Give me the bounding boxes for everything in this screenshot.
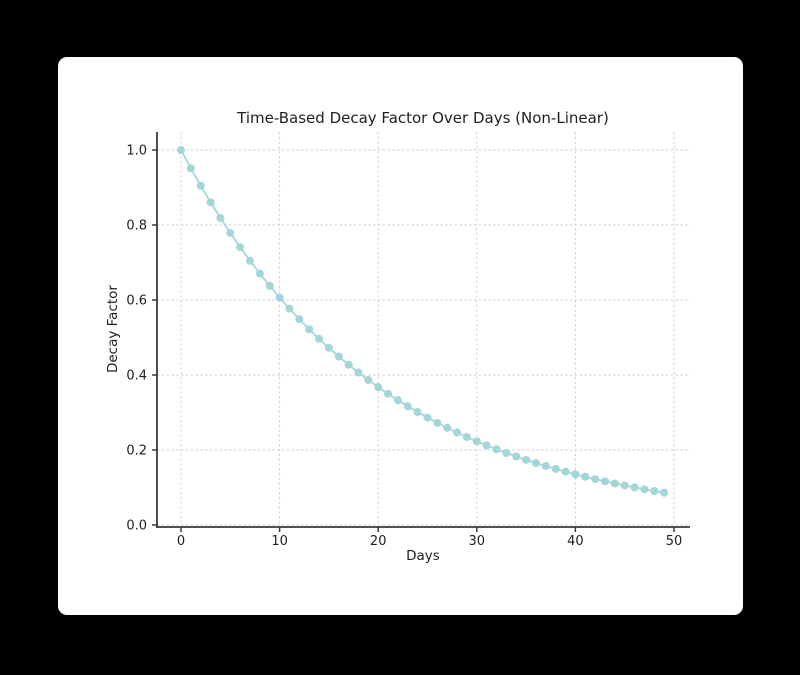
data-point bbox=[512, 452, 521, 461]
data-point bbox=[196, 181, 205, 190]
data-point bbox=[492, 445, 501, 454]
data-point bbox=[482, 441, 491, 450]
data-point bbox=[600, 477, 609, 486]
x-tick-label: 30 bbox=[469, 534, 486, 549]
x-tick-label: 50 bbox=[666, 534, 683, 549]
data-point bbox=[502, 449, 511, 457]
data-point bbox=[374, 383, 383, 392]
data-point bbox=[246, 256, 255, 265]
axes-layer bbox=[152, 132, 690, 532]
data-point bbox=[413, 408, 422, 417]
data-point bbox=[472, 437, 481, 446]
tick-label-layer: 0 10 20 30 40 50 0.0 0.2 0.4 0.6 0.8 1.0 bbox=[126, 144, 682, 550]
data-point bbox=[640, 485, 649, 494]
data-point bbox=[571, 470, 580, 479]
data-point bbox=[265, 281, 274, 290]
data-point bbox=[561, 467, 570, 476]
y-axis-label: Decay Factor bbox=[105, 285, 121, 373]
decay-line bbox=[180, 149, 665, 494]
x-tick-label: 40 bbox=[567, 534, 584, 549]
data-point bbox=[186, 164, 195, 173]
y-tick-label: 1.0 bbox=[126, 144, 147, 159]
data-point bbox=[324, 343, 333, 352]
x-tick-label: 0 bbox=[177, 534, 185, 549]
data-point bbox=[206, 198, 215, 207]
data-point bbox=[275, 293, 284, 302]
decay-chart: 0 10 20 30 40 50 0.0 0.2 0.4 0.6 0.8 1.0 Time-Based… bbox=[105, 109, 690, 564]
data-point bbox=[581, 472, 590, 481]
data-point bbox=[236, 243, 245, 252]
y-tick-label: 0.0 bbox=[126, 519, 147, 534]
data-point bbox=[443, 423, 452, 432]
x-tick-label: 10 bbox=[271, 534, 288, 549]
data-point bbox=[591, 475, 600, 484]
y-tick-label: 0.8 bbox=[126, 219, 147, 234]
figure-card: 0 10 20 30 40 50 0.0 0.2 0.4 0.6 0.8 1.0 Time-Based… bbox=[58, 57, 743, 615]
chart-title: Time-Based Decay Factor Over Days (Non-L… bbox=[236, 109, 609, 127]
data-point bbox=[660, 488, 669, 497]
data-point bbox=[630, 483, 639, 492]
data-point bbox=[403, 402, 412, 411]
y-tick-label: 0.2 bbox=[126, 444, 147, 459]
data-point bbox=[541, 462, 550, 471]
data-point bbox=[226, 228, 235, 237]
data-point bbox=[393, 396, 402, 405]
data-point bbox=[216, 213, 225, 222]
y-tick-label: 0.6 bbox=[126, 294, 147, 309]
x-tick-label: 20 bbox=[370, 534, 387, 549]
data-point bbox=[384, 389, 393, 398]
x-axis-label: Days bbox=[406, 548, 440, 564]
data-point bbox=[610, 479, 619, 488]
data-point bbox=[334, 352, 343, 361]
data-point bbox=[344, 360, 353, 369]
grid-layer bbox=[157, 132, 690, 526]
data-point bbox=[453, 428, 462, 437]
data-point bbox=[522, 455, 531, 464]
data-point bbox=[551, 464, 560, 473]
y-tick-label: 0.4 bbox=[126, 369, 147, 384]
data-point bbox=[462, 433, 471, 442]
data-point bbox=[295, 315, 304, 324]
data-point bbox=[423, 413, 432, 422]
data-point bbox=[620, 481, 629, 490]
data-point bbox=[364, 375, 373, 384]
data-point bbox=[315, 334, 324, 343]
data-point bbox=[650, 486, 659, 495]
data-point bbox=[354, 368, 363, 377]
data-point bbox=[433, 418, 442, 427]
data-point bbox=[531, 459, 540, 468]
data-point bbox=[177, 146, 185, 154]
data-point bbox=[285, 304, 294, 313]
data-point bbox=[305, 325, 314, 334]
data-point bbox=[255, 269, 264, 278]
series-layer bbox=[177, 146, 669, 497]
